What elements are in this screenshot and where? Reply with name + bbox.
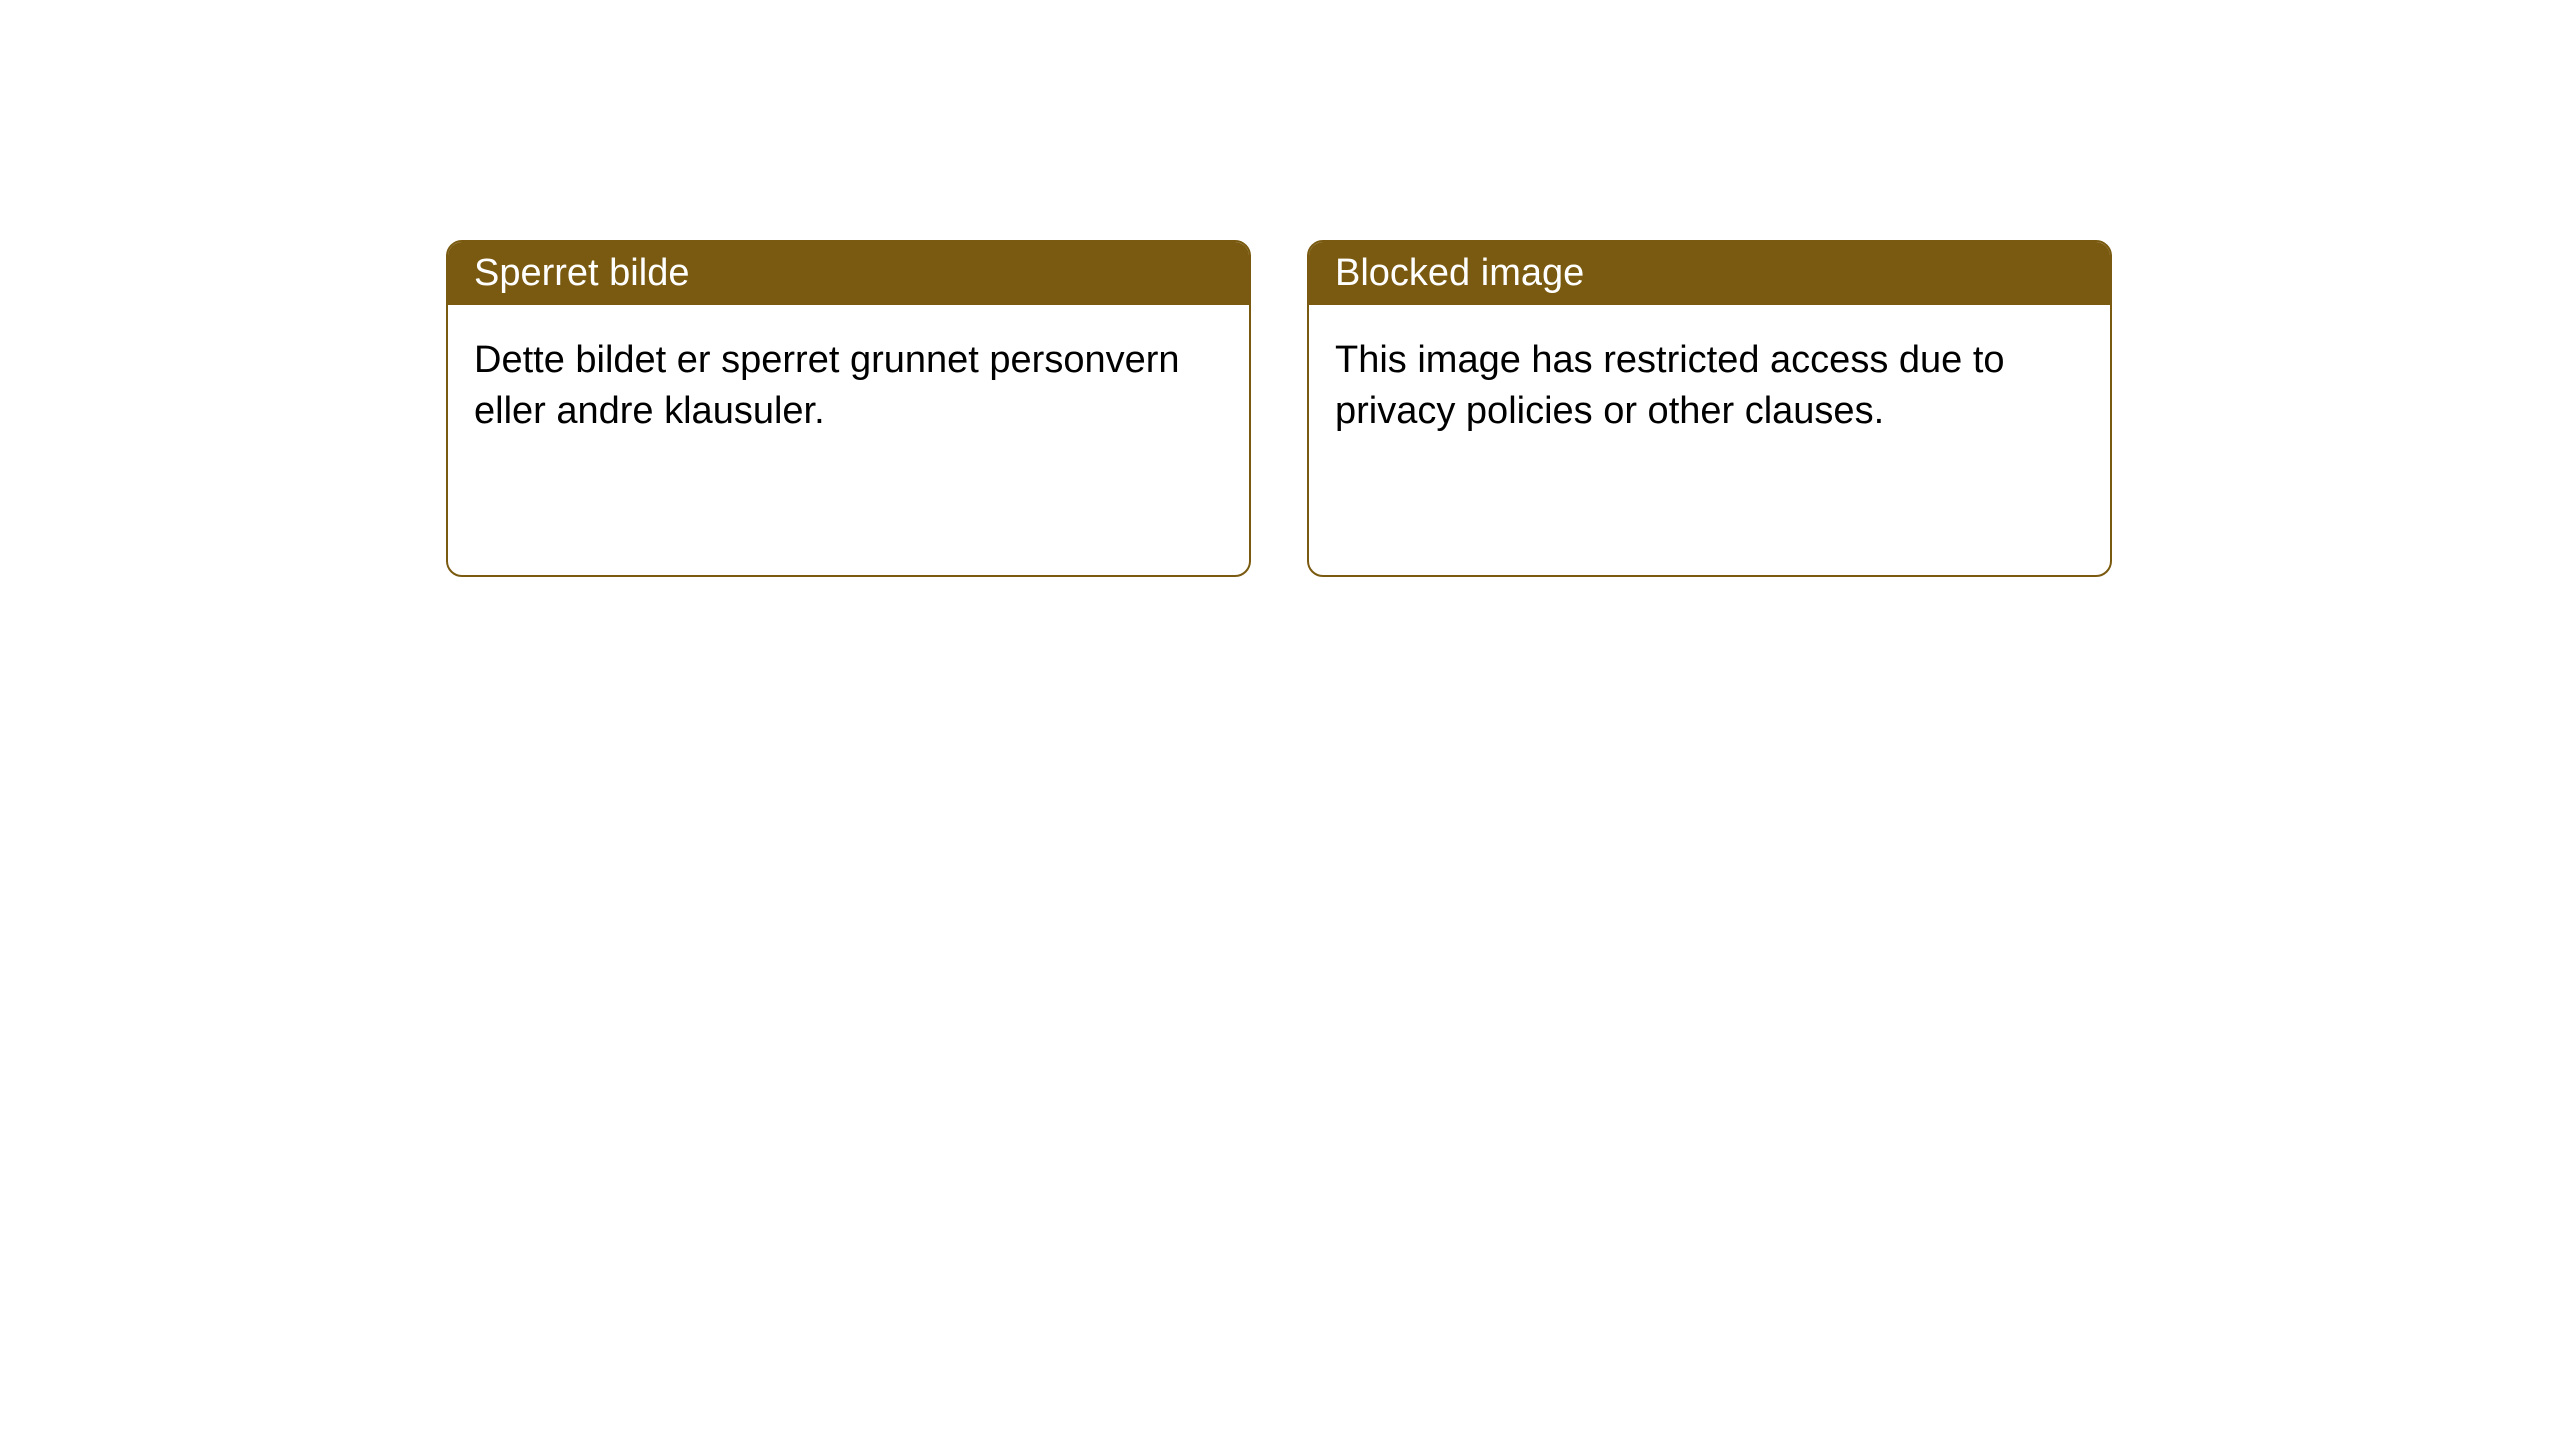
notice-body: Dette bildet er sperret grunnet personve… xyxy=(448,305,1249,468)
notice-card-norwegian: Sperret bilde Dette bildet er sperret gr… xyxy=(446,240,1251,577)
notice-body: This image has restricted access due to … xyxy=(1309,305,2110,468)
notice-header: Blocked image xyxy=(1309,242,2110,305)
notice-header: Sperret bilde xyxy=(448,242,1249,305)
notice-card-english: Blocked image This image has restricted … xyxy=(1307,240,2112,577)
notice-container: Sperret bilde Dette bildet er sperret gr… xyxy=(446,240,2112,577)
